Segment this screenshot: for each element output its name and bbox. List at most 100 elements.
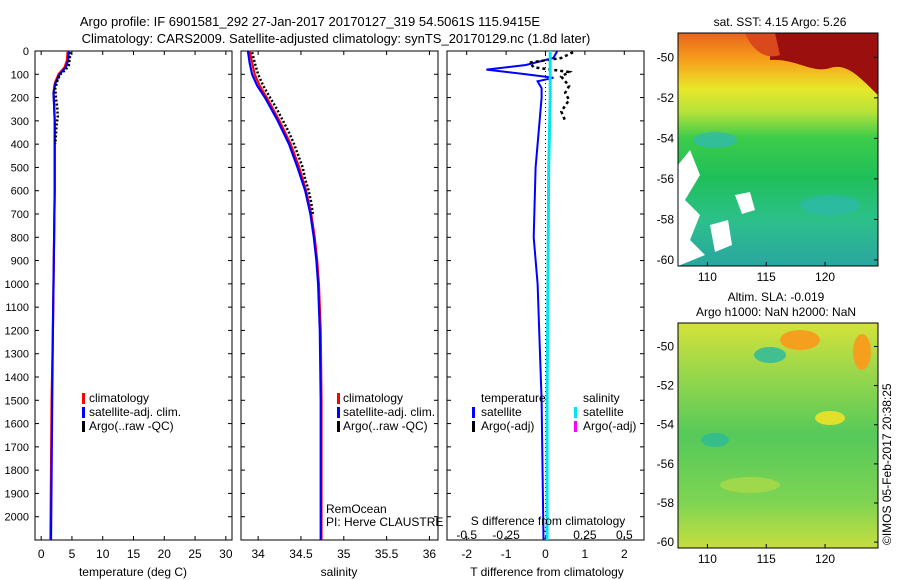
legend-temperature-header: temperature xyxy=(481,391,546,405)
x-tick-label: 10 xyxy=(96,547,110,561)
x-tick-label: 15 xyxy=(127,547,141,561)
depth-tick-label: 900 xyxy=(11,256,29,268)
map-y-tick-label: -58 xyxy=(657,496,675,510)
map-y-tick-label: -52 xyxy=(657,91,675,105)
depth-tick-label: 1300 xyxy=(5,349,29,361)
depth-tick-label: 800 xyxy=(11,232,29,244)
x-tick-label: 34 xyxy=(251,547,265,561)
legend-satellite-label: satellite-adj. clim. xyxy=(89,405,181,419)
legend-s-satellite-swatch xyxy=(574,407,577,418)
depth-tick-label: 700 xyxy=(11,209,29,221)
title-line1: Argo profile: IF 6901581_292 27-Jan-2017… xyxy=(80,14,541,29)
legend-s-argo-swatch xyxy=(574,421,577,432)
x-tick-label: 2 xyxy=(621,547,628,561)
sla-mid-patch xyxy=(720,477,780,493)
sst-map-title: sat. SST: 4.15 Argo: 5.26 xyxy=(714,15,847,29)
x-tick-label: 36 xyxy=(423,547,437,561)
depth-tick-label: 1100 xyxy=(5,302,29,314)
series-argo-raw-qc- xyxy=(54,51,72,145)
depth-tick-label: 1200 xyxy=(5,325,29,337)
depth-tick-label: 200 xyxy=(11,93,29,105)
map-x-tick-label: 120 xyxy=(815,552,835,566)
s-tick-label: 0.5 xyxy=(616,528,633,542)
depth-tick-label: 1700 xyxy=(5,442,29,454)
sla-high-patch xyxy=(853,334,871,370)
sst-heatmap: 110 115 120 -50 -52 -54 -56 -58 -60 xyxy=(657,32,879,284)
map-y-tick-label: -52 xyxy=(657,379,675,393)
difference-xlabel-top: S difference from climatology xyxy=(471,514,626,528)
sst-cyan-patch xyxy=(800,195,860,215)
difference-legend: temperature satellite Argo(-adj) salinit… xyxy=(472,391,636,433)
sla-heatmap: 110 115 120 -50 -52 -54 -56 -58 -60 xyxy=(657,322,879,566)
series-t-satellite xyxy=(486,50,559,541)
map-y-tick-label: -56 xyxy=(657,172,675,186)
series-layer xyxy=(49,50,574,541)
series-satellite-adj-clim- xyxy=(49,50,70,541)
sst-missing-data xyxy=(678,150,705,266)
legend-s-argo-label: Argo(-adj) xyxy=(583,419,636,433)
depth-tick-label: 1900 xyxy=(5,488,29,500)
legend-climatology-label: climatology xyxy=(343,391,403,405)
map-x-tick-label: 110 xyxy=(698,270,717,284)
sla-high-patch xyxy=(780,330,820,350)
legend-t-satellite-swatch xyxy=(472,407,475,418)
depth-tick-label: 0 xyxy=(23,46,29,58)
depth-tick-label: 400 xyxy=(11,139,29,151)
legend-climatology-swatch xyxy=(82,393,85,404)
annotation-pi: PI: Herve CLAUSTRE xyxy=(326,515,443,529)
s-tick-label: -0.25 xyxy=(492,528,520,542)
salinity-legend: climatology satellite-adj. clim. Argo(..… xyxy=(337,391,435,433)
series-satellite-adj-clim- xyxy=(246,50,322,540)
depth-tick-label: 300 xyxy=(11,116,29,128)
x-tick-label: 5 xyxy=(69,547,76,561)
legend-t-argo-label: Argo(-adj) xyxy=(481,419,534,433)
temperature-xlabel: temperature (deg C) xyxy=(79,565,187,579)
tick-layer: 0100200300400500600700800900100011001200… xyxy=(5,46,644,561)
map-y-tick-label: -50 xyxy=(657,339,675,353)
legend-climatology-swatch xyxy=(337,393,340,404)
depth-tick-label: 2000 xyxy=(5,512,29,524)
sla-low-patch xyxy=(701,433,729,447)
map-x-tick-label: 120 xyxy=(815,270,835,284)
map-y-tick-label: -54 xyxy=(657,418,675,432)
x-tick-label: 30 xyxy=(219,547,233,561)
title-line2: Climatology: CARS2009. Satellite-adjuste… xyxy=(82,31,591,46)
temperature-legend: climatology satellite-adj. clim. Argo(..… xyxy=(82,391,181,433)
legend-satellite-swatch xyxy=(337,407,340,418)
credit-text: ©IMOS 05-Feb-2017 20:38:25 xyxy=(880,383,894,545)
sst-orange-patch xyxy=(745,33,780,57)
sst-missing-data xyxy=(735,192,755,214)
x-tick-label: -2 xyxy=(461,547,472,561)
annotation-project: RemOcean xyxy=(326,502,387,516)
x-tick-label: 25 xyxy=(188,547,202,561)
difference-xlabel: T difference from climatology xyxy=(470,565,624,579)
legend-satellite-label: satellite-adj. clim. xyxy=(343,405,435,419)
map-y-tick-label: -60 xyxy=(657,535,675,549)
map-y-tick-label: -60 xyxy=(657,253,675,267)
legend-argo-swatch xyxy=(82,421,85,432)
depth-tick-label: 500 xyxy=(11,162,29,174)
sst-cyan-patch xyxy=(693,132,737,148)
legend-t-satellite-label: satellite xyxy=(481,405,522,419)
legend-argo-swatch xyxy=(337,421,340,432)
map-y-tick-label: -54 xyxy=(657,131,675,145)
series-argo-raw-qc- xyxy=(250,51,315,215)
legend-t-argo-swatch xyxy=(472,421,475,432)
x-tick-label: 34.5 xyxy=(289,547,313,561)
sst-map-frame xyxy=(677,32,879,267)
legend-climatology-label: climatology xyxy=(89,391,149,405)
depth-tick-label: 600 xyxy=(11,186,29,198)
sla-map-frame xyxy=(677,322,879,549)
x-tick-label: -1 xyxy=(501,547,512,561)
x-tick-label: 0 xyxy=(542,547,549,561)
salinity-panel xyxy=(240,50,439,541)
sla-high-patch xyxy=(815,411,845,425)
x-tick-label: 20 xyxy=(158,547,172,561)
sst-missing-data xyxy=(710,220,732,252)
depth-tick-label: 1600 xyxy=(5,419,29,431)
map-y-tick-label: -58 xyxy=(657,212,675,226)
temperature-panel xyxy=(34,50,233,541)
series-t-argo-adj- xyxy=(527,51,574,122)
legend-salinity-header: salinity xyxy=(583,391,620,405)
map-y-tick-label: -56 xyxy=(657,457,675,471)
